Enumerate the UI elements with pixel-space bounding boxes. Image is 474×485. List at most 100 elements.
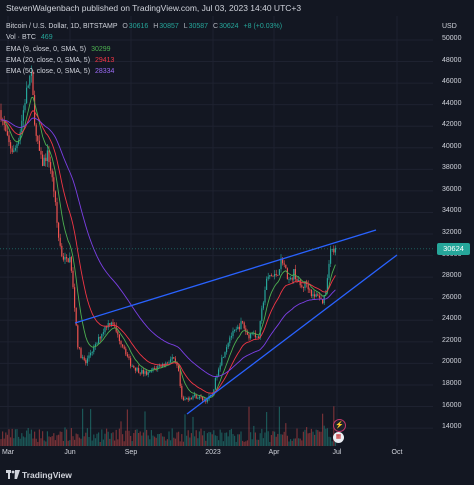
volume-bars (0, 406, 336, 446)
volume-bar (5, 432, 7, 446)
candle-body (38, 140, 40, 151)
volume-bar (10, 437, 12, 446)
volume-bar (312, 431, 314, 446)
volume-bar (240, 431, 242, 446)
volume-bar (88, 436, 90, 446)
candle-body (277, 275, 279, 276)
volume-bar (45, 441, 47, 446)
ema9-row[interactable]: EMA (9, close, 0, SMA, 5) 30299 (6, 44, 282, 55)
currency-label: USD (442, 23, 457, 30)
candle-body (11, 148, 13, 153)
time-tick-label: Oct (391, 449, 403, 456)
candle-body (282, 258, 284, 264)
volume-bar (291, 440, 293, 446)
volume-bar (157, 434, 159, 446)
candle-body (40, 150, 42, 155)
tradingview-logo-icon[interactable] (6, 470, 20, 480)
candle-body (213, 389, 215, 396)
volume-bar (286, 435, 288, 446)
volume-bar (181, 434, 183, 446)
candle-body (283, 263, 285, 265)
volume-bar (80, 438, 82, 446)
volume-bar (130, 435, 132, 446)
volume-bar (2, 431, 4, 446)
volume-bar (66, 429, 68, 446)
volume-bar (206, 433, 208, 446)
candle-body (120, 341, 122, 345)
candle-body (35, 124, 37, 136)
time-axis[interactable]: Mar Jun Sep 2023 Apr Jul Oct (0, 446, 433, 462)
volume-bar (96, 433, 98, 446)
candle-body (182, 397, 184, 400)
ema-line (1, 109, 336, 394)
ema20-value: 29413 (94, 56, 115, 64)
volume-row[interactable]: Vol · BTC 469 (6, 32, 282, 43)
candle-body (264, 289, 266, 303)
volume-bar (32, 438, 34, 446)
candle-body (330, 249, 332, 264)
calendar-icon[interactable]: ▦ (333, 432, 344, 443)
candle-body (66, 257, 68, 259)
volume-bar (238, 434, 240, 446)
brand-name[interactable]: TradingView (22, 470, 72, 480)
volume-bar (331, 441, 333, 446)
candle-body (34, 95, 36, 125)
candle-body (197, 398, 199, 400)
candle-body (258, 336, 260, 339)
volume-bar (155, 437, 157, 446)
candle-body (30, 72, 32, 76)
volume-bar (328, 436, 330, 446)
lower-trendline (186, 254, 398, 415)
chart-canvas[interactable] (0, 0, 433, 446)
candle-body (16, 143, 18, 149)
candle-body (82, 357, 84, 359)
volume-bar (325, 428, 327, 446)
grid-lines (0, 16, 433, 446)
candle-body (106, 326, 108, 328)
candle-body (70, 257, 72, 271)
volume-bar (131, 441, 133, 446)
volume-bar (24, 437, 26, 446)
volume-bar (187, 430, 189, 446)
chart-legend: Bitcoin / U.S. Dollar, 1D, BITSTAMP O306… (6, 21, 282, 77)
volume-bar (248, 406, 250, 446)
candle-body (262, 302, 264, 309)
volume-bar (82, 408, 84, 446)
volume-bar (320, 431, 322, 446)
candle-body (301, 285, 303, 287)
volume-bar (13, 438, 15, 446)
candle-body (230, 336, 232, 338)
flash-icon[interactable]: ⚡ (333, 419, 346, 432)
volume-bar (74, 439, 76, 446)
price-tick-label: 40000 (442, 142, 462, 150)
candle-body (72, 270, 74, 288)
candle-body (110, 322, 112, 325)
volume-bar (222, 441, 224, 446)
ema50-row[interactable]: EMA (50, close, 0, SMA, 5) 28334 (6, 66, 282, 77)
symbol-row[interactable]: Bitcoin / U.S. Dollar, 1D, BITSTAMP O306… (6, 21, 282, 32)
candle-body (77, 325, 79, 348)
candle-body (152, 368, 154, 371)
ema20-row[interactable]: EMA (20, close, 0, SMA, 5) 29413 (6, 55, 282, 66)
candle-body (51, 170, 53, 178)
volume-bar (214, 435, 216, 446)
candle-body (189, 398, 191, 400)
price-axis[interactable]: USD 50000 48000 46000 44000 42000 40000 38000 3… (433, 0, 474, 456)
candle-body (186, 398, 188, 399)
candle-body (286, 268, 288, 280)
volume-bar (309, 432, 311, 446)
volume-bar (229, 430, 231, 446)
volume-bar (30, 429, 32, 446)
volume-bar (259, 433, 261, 446)
volume-bar (94, 438, 96, 446)
candle-body (24, 103, 26, 111)
volume-bar (26, 430, 28, 446)
candle-body (237, 326, 239, 330)
low-key: L (183, 23, 188, 30)
candle-body (29, 75, 31, 86)
candle-body (245, 328, 247, 332)
volume-bar (115, 429, 117, 446)
volume-bar (192, 416, 194, 446)
volume-bar (118, 428, 120, 446)
candle-body (243, 322, 245, 329)
